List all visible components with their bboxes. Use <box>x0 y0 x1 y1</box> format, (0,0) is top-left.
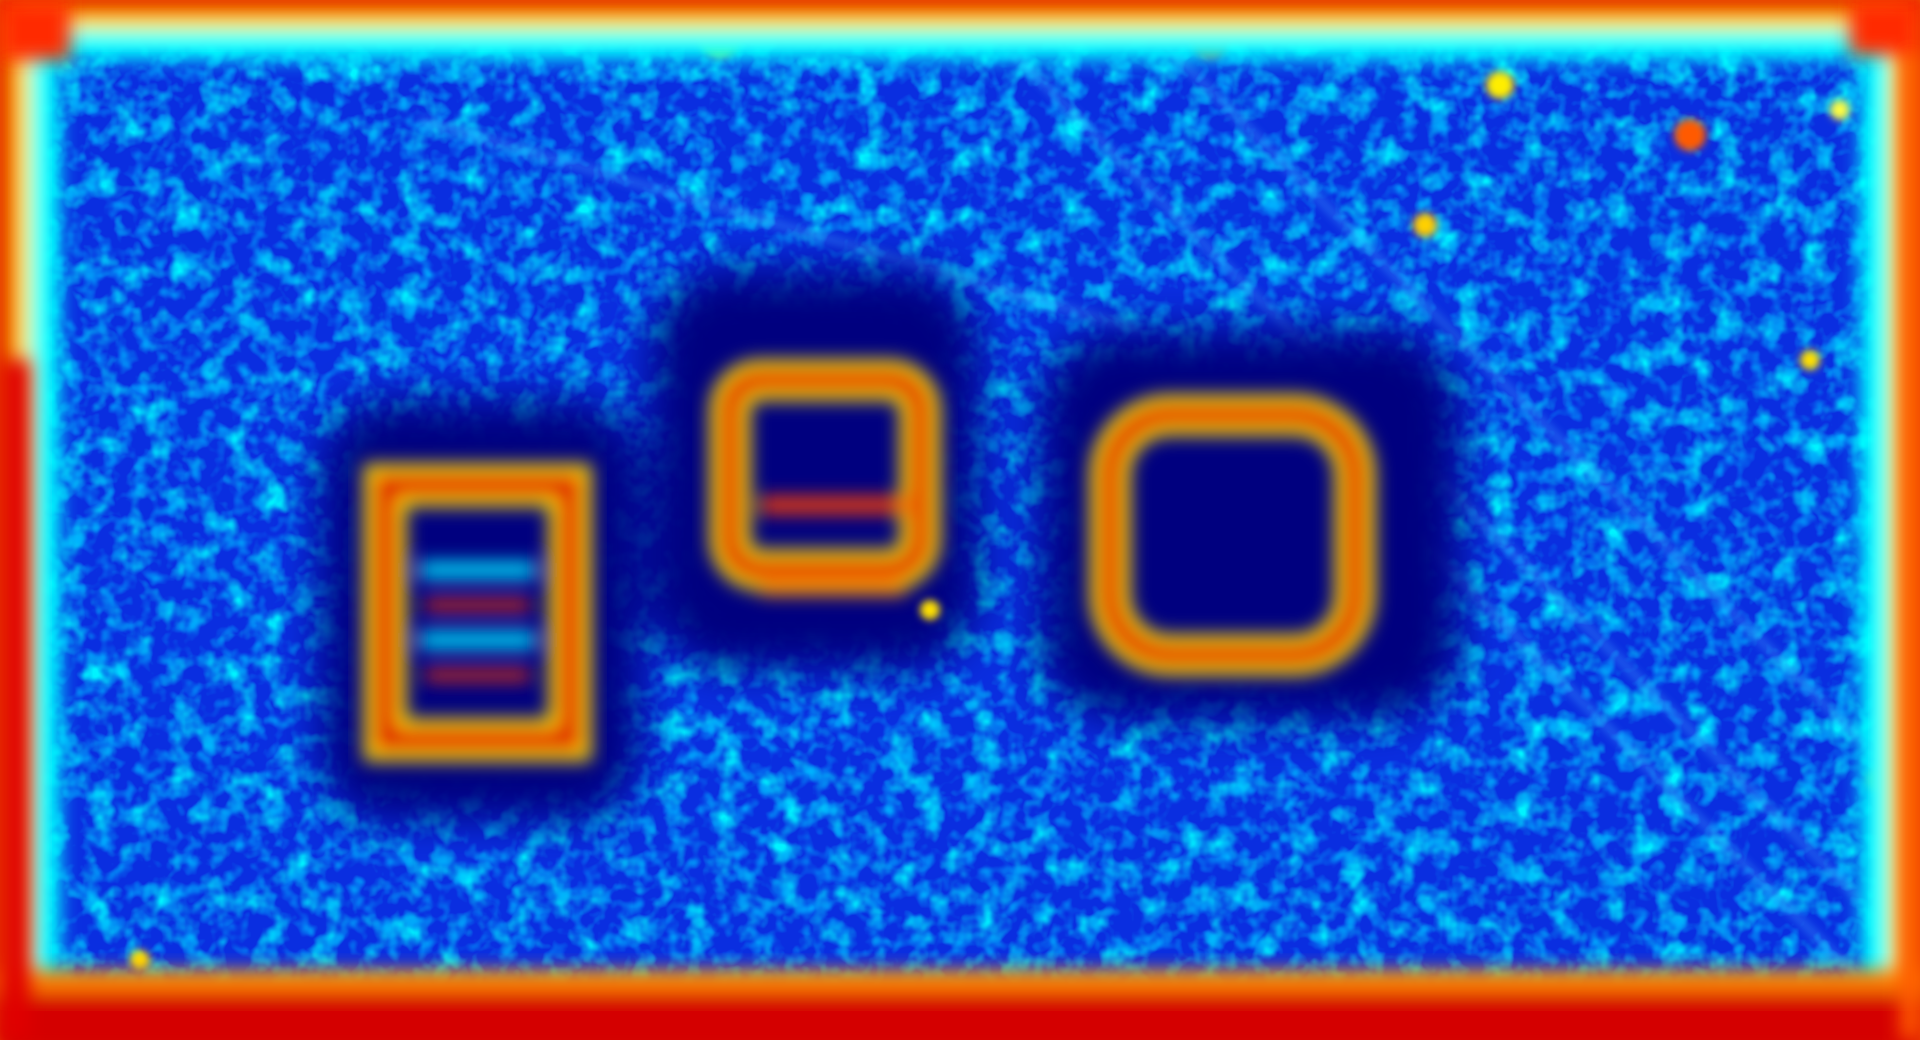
middle-rectangle-activation <box>710 360 940 595</box>
left-rectangle-activation <box>364 464 591 761</box>
bottom-band <box>0 970 1920 1040</box>
right-rectangle-activation <box>1090 395 1375 675</box>
